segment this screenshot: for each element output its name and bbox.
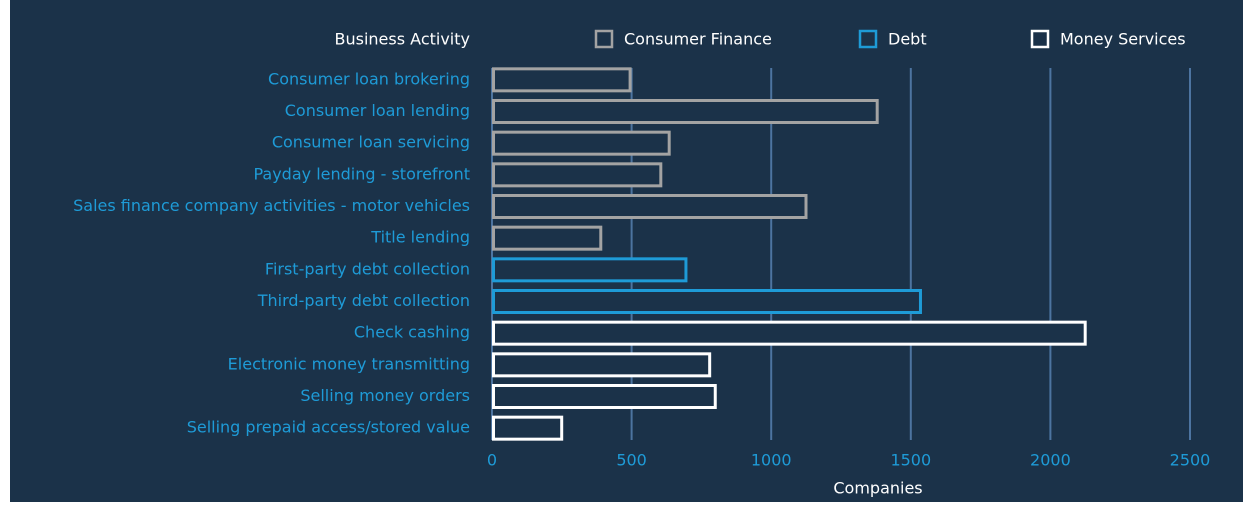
bar <box>492 415 564 441</box>
bar <box>492 257 688 283</box>
bar <box>492 352 712 378</box>
y-tick-label: Consumer loan lending <box>285 101 470 120</box>
bar <box>492 99 879 124</box>
bar <box>492 130 671 156</box>
bar <box>492 225 603 251</box>
legend-swatch <box>594 29 614 49</box>
x-tick-label: 2000 <box>1030 451 1071 470</box>
bar <box>492 194 808 219</box>
y-tick-label: Sales finance company activities - motor… <box>73 196 470 215</box>
y-tick-label: Electronic money transmitting <box>228 354 470 373</box>
y-tick-label: Consumer loan servicing <box>272 133 470 152</box>
y-tick-label: Selling money orders <box>300 386 470 405</box>
x-tick-label: 2500 <box>1170 451 1211 470</box>
legend-label: Consumer Finance <box>624 30 772 49</box>
legend-swatch <box>858 29 878 49</box>
x-axis-label: Companies <box>833 479 922 498</box>
x-tick-label: 500 <box>616 451 647 470</box>
bar <box>492 289 922 314</box>
y-tick-label: Consumer loan brokering <box>268 69 470 88</box>
bar <box>492 162 663 188</box>
y-tick-label: First-party debt collection <box>265 259 470 278</box>
y-tick-label: Selling prepaid access/stored value <box>187 418 470 437</box>
x-tick-label: 1500 <box>890 451 931 470</box>
legend-swatch <box>1030 29 1050 49</box>
bar <box>492 320 1087 346</box>
x-tick-label: 1000 <box>751 451 792 470</box>
legend-title: Business Activity <box>335 30 470 49</box>
bar <box>492 67 632 93</box>
legend-label: Debt <box>888 30 927 49</box>
y-tick-label: Third-party debt collection <box>257 291 470 310</box>
bar <box>492 384 717 409</box>
y-tick-label: Payday lending - storefront <box>253 164 470 183</box>
y-tick-label: Title lending <box>370 228 470 247</box>
x-tick-label: 0 <box>487 451 497 470</box>
legend-label: Money Services <box>1060 30 1186 49</box>
y-tick-label: Check cashing <box>354 323 470 342</box>
